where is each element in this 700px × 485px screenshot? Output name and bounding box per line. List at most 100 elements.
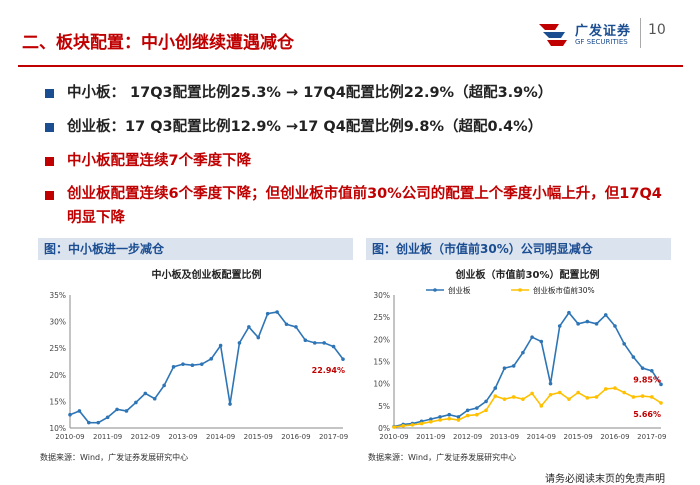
end-value-label: 22.94% — [312, 366, 345, 375]
data-point — [209, 357, 214, 361]
footer-disclaimer: 请务必阅读末页的免责声明 — [545, 474, 665, 485]
data-point — [548, 392, 553, 397]
data-point — [341, 357, 345, 361]
y-tick-label: 0% — [378, 424, 390, 433]
data-point — [557, 324, 562, 328]
data-point — [419, 421, 424, 426]
x-tick-label: 2011-09 — [93, 433, 122, 441]
data-point — [649, 395, 654, 399]
right-chart-header: 图：创业板（市值前30%）公司明显减仓 — [366, 238, 671, 260]
data-point — [465, 413, 470, 418]
data-point — [303, 338, 308, 343]
y-tick-label: 35% — [49, 291, 66, 300]
bullet-item: 中小板配置连续7个季度下降 — [45, 148, 665, 174]
x-tick-label: 2013-09 — [490, 433, 519, 441]
data-point — [410, 423, 415, 427]
right-chart-source: 数据来源：Wind，广发证券发展研究中心 — [368, 453, 517, 462]
data-point — [649, 369, 654, 373]
data-point — [511, 395, 516, 399]
y-tick-label: 25% — [373, 313, 390, 322]
data-point — [539, 339, 544, 344]
bullet-text: 中小板配置连续7个季度下降 — [67, 153, 252, 169]
data-point — [631, 395, 636, 399]
data-point — [429, 419, 433, 424]
legend-marker — [518, 288, 522, 292]
data-point — [640, 394, 645, 398]
data-point — [613, 324, 617, 328]
data-point — [115, 407, 119, 412]
data-point — [475, 406, 479, 410]
data-point — [265, 311, 270, 316]
right-chart-panel: 图：创业板（市值前30%）公司明显减仓 创业板（市值前30%）配置比例 0% 5% 1… — [366, 238, 671, 450]
x-tick-label: 2015-09 — [564, 433, 593, 441]
legend-label: 创业板 — [448, 285, 471, 295]
data-point — [521, 397, 525, 401]
gf-logo-icon — [539, 24, 567, 46]
bullet-square-icon — [45, 191, 54, 200]
logo-text-cn: 广发证券 — [575, 24, 632, 39]
chart-title: 创业板（市值前30%）配置比例 — [455, 268, 600, 281]
data-point — [585, 319, 590, 324]
x-tick-label: 2010-09 — [55, 433, 84, 441]
data-point — [218, 343, 223, 348]
bullet-square-icon — [45, 157, 54, 166]
title-rule — [18, 65, 683, 67]
end-value-label: 9.85% — [633, 375, 661, 384]
bullet-item: 创业板：17 Q3配置比例12.9% →17 Q4配置比例9.8%（超配0.4%… — [45, 114, 665, 140]
data-point — [68, 412, 72, 417]
data-point — [331, 344, 336, 349]
data-point — [77, 409, 82, 413]
data-point — [603, 313, 608, 317]
x-tick-label: 2011-09 — [416, 433, 445, 441]
x-tick-label: 2010-09 — [379, 433, 408, 441]
page-number: 10 — [648, 22, 666, 38]
data-point — [143, 391, 148, 396]
data-point — [275, 310, 279, 314]
data-point — [87, 420, 91, 425]
data-point — [456, 415, 461, 419]
data-point — [152, 396, 157, 401]
data-point — [567, 397, 571, 401]
data-point — [228, 402, 232, 406]
bullet-square-icon — [45, 89, 54, 98]
data-point — [199, 362, 204, 366]
series-line — [69, 311, 344, 424]
x-tick-label: 2017-09 — [319, 433, 348, 441]
data-point — [548, 381, 553, 386]
data-point — [502, 366, 507, 370]
left-chart-source: 数据来源：Wind，广发证券发展研究中心 — [40, 453, 189, 462]
right-chart: 创业板（市值前30%）配置比例 0% 5% 10% 15% 20% 25% 30% 2010-0… — [373, 268, 666, 441]
bullet-text: 创业板：17 Q3配置比例12.9% →17 Q4配置比例9.8%（超配0.4%… — [67, 119, 543, 135]
data-point — [456, 418, 461, 422]
data-point — [322, 341, 326, 345]
x-tick-label: 2015-09 — [244, 433, 273, 441]
data-point — [447, 412, 452, 417]
x-tick-label: 2017-09 — [637, 433, 666, 441]
left-chart: 中小板及创业板配置比例 10% 15% 20% 25% 30% 35% 2010-09 2011… — [49, 268, 348, 441]
bullet-item: 创业板配置连续6个季度下降；但创业板市值前30%公司的配置上个季度小幅上升，但1… — [45, 182, 665, 230]
data-point — [493, 394, 498, 398]
data-point — [256, 335, 261, 340]
data-point — [294, 325, 298, 329]
bullet-list: 中小板： 17Q3配置比例25.3% → 17Q4配置比例22.9%（超配3.9… — [45, 80, 665, 238]
x-tick-label: 2016-09 — [600, 433, 629, 441]
x-tick-label: 2013-09 — [168, 433, 197, 441]
x-tick-label: 2012-09 — [453, 433, 482, 441]
data-point — [659, 382, 663, 387]
y-tick-label: 15% — [373, 358, 390, 367]
data-point — [594, 322, 599, 326]
end-value-label: 5.66% — [633, 410, 661, 419]
brand-logo: 广发证券 GF SECURITIES — [535, 18, 635, 52]
data-point — [557, 390, 562, 395]
y-tick-label: 20% — [49, 371, 66, 380]
series-line — [393, 311, 662, 428]
series-line — [393, 387, 662, 428]
data-point — [475, 412, 479, 417]
data-point — [401, 423, 406, 428]
data-point — [438, 415, 442, 419]
y-tick-label: 20% — [373, 335, 390, 344]
data-point — [567, 310, 571, 315]
slide-title: 二、板块配置：中小创继续遭遇减仓 — [22, 33, 294, 53]
data-point — [134, 400, 138, 405]
y-tick-label: 25% — [49, 344, 66, 353]
